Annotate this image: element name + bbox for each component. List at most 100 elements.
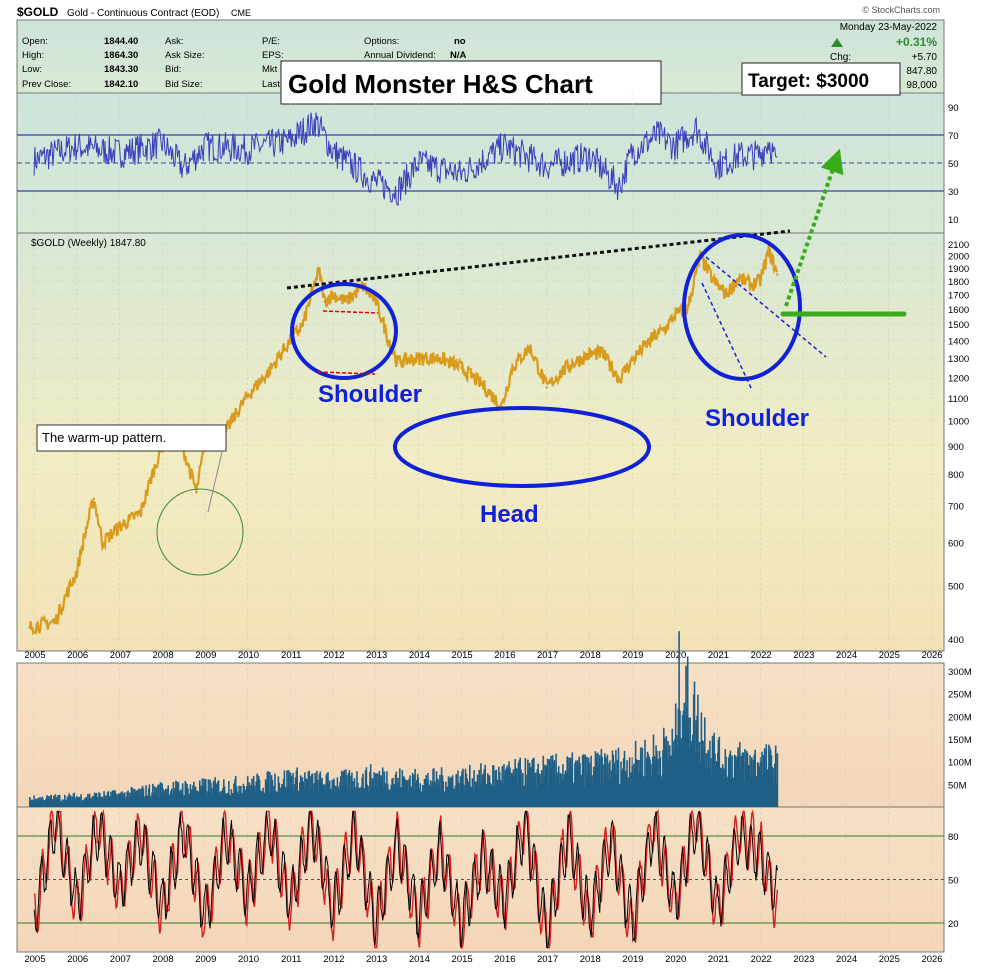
price-point	[588, 353, 591, 356]
price-point	[545, 386, 548, 389]
target-box	[741, 62, 901, 96]
x-tick-label: 2015	[452, 650, 473, 661]
field-value: no	[454, 36, 466, 47]
volume-bars	[29, 631, 779, 807]
price-tick-label: 1400	[948, 337, 969, 348]
volume-bar	[247, 782, 249, 807]
volume-tick-label: 300M	[948, 667, 972, 678]
target-arrow	[784, 148, 844, 307]
volume-value-partial: 98,000	[906, 80, 937, 91]
price-point	[267, 370, 271, 373]
volume-bar	[76, 795, 78, 807]
price-point	[618, 378, 621, 381]
x-tick-label: 2025	[879, 954, 900, 965]
warmup-circle	[156, 488, 244, 576]
price-tick-label: 2000	[948, 252, 969, 263]
price-tick-label: 1200	[948, 373, 969, 384]
price-point	[776, 273, 779, 276]
price-tick-label: 800	[948, 470, 964, 481]
x-tick-label: 2018	[580, 650, 601, 661]
field-value: 1864.30	[104, 50, 138, 61]
x-tick-label: 2021	[708, 650, 729, 661]
field-label: Ask Size:	[165, 50, 205, 61]
warmup-label: The warm-up pattern.	[42, 430, 166, 445]
price-tick-label: 500	[948, 582, 964, 593]
x-tick-label: 2017	[537, 954, 558, 965]
price-point	[460, 366, 463, 369]
x-tick-label: 2010	[238, 650, 259, 661]
price-tick-label: 600	[948, 538, 964, 549]
x-tick-label: 2019	[622, 650, 643, 661]
rsi-layer	[33, 112, 778, 206]
head-label: Head	[480, 501, 539, 528]
stochastic-layer	[33, 808, 779, 949]
price-point	[630, 358, 634, 362]
volume-bar	[161, 786, 163, 807]
warmup-box	[36, 424, 227, 452]
field-label: EPS:	[262, 50, 284, 61]
price-point	[331, 293, 335, 296]
price-tick-label: 1000	[948, 417, 969, 428]
x-tick-label: 2024	[836, 954, 857, 965]
x-tick-label: 2013	[366, 650, 387, 661]
x-tick-label: 2012	[323, 954, 344, 965]
price-point	[139, 511, 143, 514]
price-point	[246, 394, 249, 398]
field-label: Last	[262, 79, 280, 90]
field-label: Prev Close:	[22, 79, 71, 90]
field-label: Bid:	[165, 64, 181, 75]
rsi-line	[33, 112, 778, 206]
left-shoulder-resistance	[322, 310, 379, 314]
x-tick-label: 2006	[67, 650, 88, 661]
field-label: Low:	[22, 64, 42, 75]
x-tick-label: 2017	[537, 650, 558, 661]
x-tick-label: 2007	[110, 650, 131, 661]
field-label: Ask:	[165, 36, 183, 47]
field-label: Annual Dividend:	[364, 50, 436, 61]
price-point	[317, 269, 321, 272]
field-value: N/A	[450, 50, 467, 61]
price-tick-label: 1900	[948, 264, 969, 275]
chart-title: Gold Monster H&S Chart	[288, 69, 593, 99]
price-point	[481, 384, 484, 387]
price-point	[737, 276, 741, 280]
x-tick-label: 2009	[195, 650, 216, 661]
exchange: CME	[231, 8, 251, 18]
volume-tick-label: 200M	[948, 712, 972, 723]
price-point	[750, 283, 753, 286]
x-tick-label: 2009	[195, 954, 216, 965]
price-point	[438, 357, 442, 360]
field-label: Bid Size:	[165, 79, 203, 90]
price-point	[767, 249, 771, 253]
quote-date: Monday 23-May-2022	[840, 22, 938, 33]
price-point	[417, 357, 420, 360]
price-point	[344, 300, 348, 303]
price-tick-label: 400	[948, 635, 964, 646]
price-point	[673, 313, 677, 317]
price-point	[302, 322, 305, 326]
x-tick-label: 2005	[24, 650, 45, 661]
price-point	[665, 326, 668, 329]
left-shoulder-support	[317, 371, 376, 375]
x-tick-label: 2013	[366, 954, 387, 965]
contract-description: Gold - Continuous Contract (EOD)	[67, 8, 219, 19]
x-tick-label: 2025	[879, 650, 900, 661]
change-percent: +0.31%	[896, 35, 937, 49]
x-tick-label: 2022	[751, 650, 772, 661]
volume-bar	[460, 775, 462, 807]
warmup-pointer	[207, 451, 223, 513]
price-tick-label: 1800	[948, 277, 969, 288]
x-tick-label: 2012	[323, 650, 344, 661]
rsi-tick-label: 70	[948, 131, 959, 142]
left-shoulder-label: Shoulder	[318, 381, 422, 408]
left-shoulder-ellipse	[290, 282, 398, 380]
price-tick-label: 1500	[948, 320, 969, 331]
x-tick-label: 2026	[921, 650, 942, 661]
x-tick-label: 2011	[281, 650, 301, 661]
price-point	[712, 279, 715, 282]
x-tick-label: 2019	[622, 954, 643, 965]
x-tick-label: 2023	[793, 954, 814, 965]
field-value: 1844.40	[104, 36, 138, 47]
volume-bar	[418, 777, 420, 807]
field-label: Mkt C	[262, 64, 287, 75]
